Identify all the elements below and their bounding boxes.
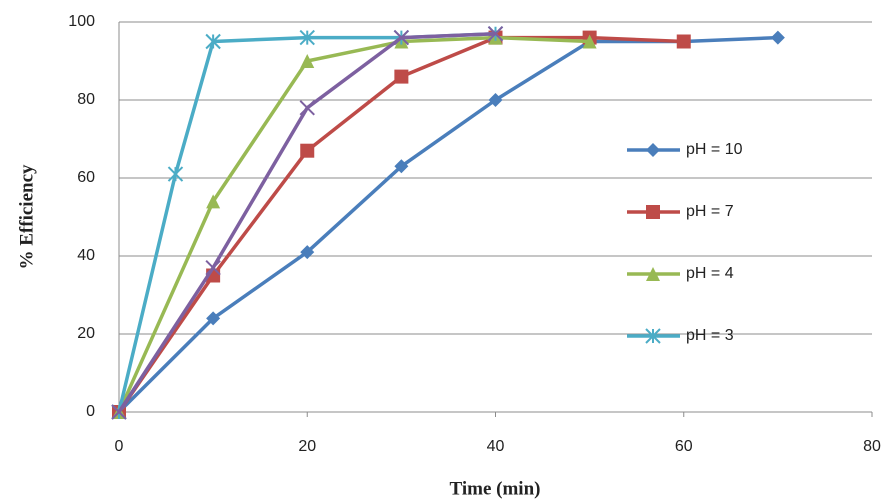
y-tick-label: 80 — [77, 91, 95, 108]
data-point — [394, 69, 409, 84]
legend-marker — [646, 267, 660, 281]
x-tick-label: 80 — [863, 438, 881, 455]
y-tick-label: 100 — [68, 13, 95, 30]
legend-item: pH = 3 — [627, 327, 734, 344]
data-point — [488, 93, 503, 107]
y-tick-label: 0 — [86, 403, 95, 420]
legend-item: pH = 7 — [627, 203, 734, 220]
legend-item: pH = 10 — [627, 141, 743, 158]
legend-label: pH = 3 — [686, 327, 734, 344]
data-point — [487, 25, 504, 42]
y-axis-title: % Efficiency — [16, 164, 37, 270]
legend-marker — [646, 143, 660, 157]
data-point — [206, 194, 221, 209]
series-line — [117, 35, 590, 413]
legend-item: pH = 4 — [627, 265, 734, 282]
x-tick-label: 60 — [675, 438, 693, 455]
x-tick-label: 40 — [487, 438, 505, 455]
data-point — [676, 34, 691, 49]
x-tick-label: 20 — [298, 438, 316, 455]
legend-marker — [645, 328, 661, 344]
data-point — [111, 404, 127, 420]
data-point — [167, 166, 184, 182]
data-point — [299, 29, 315, 46]
series-line — [117, 35, 778, 414]
data-point — [394, 159, 409, 174]
legend-label: pH = 7 — [686, 203, 734, 220]
legend-label: pH = 10 — [686, 141, 743, 158]
data-point — [300, 143, 315, 158]
data-point — [206, 311, 221, 326]
data-point — [393, 29, 410, 46]
data-point — [582, 34, 597, 49]
data-point — [300, 245, 315, 260]
y-tick-label: 40 — [77, 247, 95, 264]
y-tick-label: 60 — [77, 169, 95, 186]
data-point — [300, 54, 315, 68]
data-point — [770, 30, 785, 45]
legend-label: pH = 4 — [686, 265, 734, 282]
x-axis-title: Time (min) — [450, 478, 541, 499]
y-tick-label: 20 — [77, 325, 95, 342]
data-point — [299, 100, 315, 116]
data-point — [205, 259, 221, 276]
x-tick-label: 0 — [115, 438, 124, 455]
legend-marker — [646, 205, 660, 219]
data-point — [205, 33, 221, 50]
